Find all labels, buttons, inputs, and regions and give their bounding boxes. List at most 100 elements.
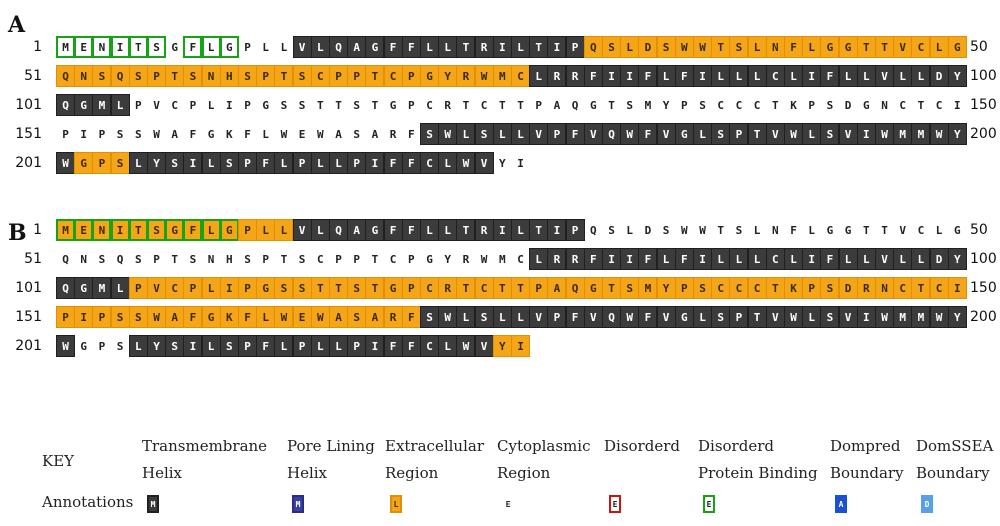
row-start-number: 51 <box>24 68 42 84</box>
residue-cell: L <box>893 65 913 87</box>
residue-cell: T <box>917 98 925 112</box>
residue-cell: F <box>256 335 276 357</box>
residue-cell: L <box>856 248 876 270</box>
residue-cell: Q <box>602 306 621 328</box>
key-item-line2: Region <box>385 464 439 482</box>
residue-cell: S <box>219 152 239 174</box>
residue-cell: G <box>389 98 397 112</box>
residue-cell: G <box>207 127 215 141</box>
residue-cell: C <box>420 152 439 174</box>
residue-cell: Q <box>602 123 621 145</box>
residue-cell: W <box>56 335 75 357</box>
residue-cell: R <box>474 219 494 241</box>
residue-cell: T <box>371 98 379 112</box>
residue-cell: L <box>711 65 731 87</box>
residue-cell: M <box>911 123 931 145</box>
residue-cell: G <box>171 40 178 54</box>
residue-cell: P <box>335 252 342 266</box>
residue-cell: G <box>420 65 439 87</box>
residue-cell: W <box>456 152 476 174</box>
residue-cell: Y <box>444 252 451 266</box>
residue-cell: L <box>262 127 269 141</box>
residue-cell: I <box>693 248 712 270</box>
residue-cell: T <box>856 36 876 58</box>
key-swatch: D <box>921 495 933 513</box>
residue-cell: G <box>674 306 694 328</box>
residue-cell: P <box>674 277 694 299</box>
residue-cell: S <box>274 277 294 299</box>
row-end-number: 200 <box>970 309 997 325</box>
residue-cell: L <box>529 248 549 270</box>
residue-cell: F <box>183 36 203 58</box>
residue-cell: L <box>747 65 767 87</box>
residue-cell: K <box>784 277 803 299</box>
residue-cell: L <box>711 248 731 270</box>
key-swatch: L <box>390 495 402 513</box>
residue-cell: R <box>547 248 567 270</box>
residue-cell: P <box>329 65 348 87</box>
residue-cell: W <box>680 223 688 237</box>
residue-cell: I <box>492 219 512 241</box>
residue-cell: S <box>116 339 124 353</box>
residue-cell: C <box>383 65 403 87</box>
residue-cell: V <box>765 123 785 145</box>
residue-cell: L <box>784 248 803 270</box>
residue-cell: P <box>353 252 360 266</box>
residue-cell: I <box>620 65 640 87</box>
residue-cell: C <box>929 277 949 299</box>
residue-cell: F <box>784 36 803 58</box>
residue-cell: P <box>244 98 251 112</box>
residue-cell: L <box>693 123 712 145</box>
residue-cell: G <box>826 223 834 237</box>
residue-cell: M <box>56 219 75 241</box>
panel-label-a: A <box>8 12 26 38</box>
residue-cell: S <box>165 152 185 174</box>
residue-cell: P <box>529 277 549 299</box>
residue-cell: R <box>474 36 494 58</box>
key-swatch: E <box>703 495 715 513</box>
residue-cell: Y <box>498 156 506 170</box>
residue-cell: T <box>911 277 931 299</box>
residue-cell: Q <box>56 65 75 87</box>
residue-cell: L <box>656 248 676 270</box>
residue-cell: T <box>492 277 512 299</box>
key-item-label: Pore Lining Helix <box>287 433 375 487</box>
residue-cell: W <box>784 123 803 145</box>
residue-cell: A <box>553 98 561 112</box>
residue-cell: L <box>310 36 330 58</box>
residue-cell: I <box>856 123 876 145</box>
key-item-line2: Helix <box>142 464 183 482</box>
residue-cell: P <box>401 277 421 299</box>
residue-cell: S <box>134 252 142 266</box>
residue-cell: S <box>147 36 166 58</box>
key-swatch: M <box>292 495 304 513</box>
residue-cell: W <box>620 123 640 145</box>
residue-cell: T <box>747 306 767 328</box>
residue-cell: P <box>729 306 749 328</box>
residue-cell: A <box>165 306 185 328</box>
residue-cell: P <box>56 306 75 328</box>
residue-cell: L <box>274 152 294 174</box>
residue-cell: S <box>347 277 367 299</box>
residue-cell: N <box>771 223 779 237</box>
residue-cell: I <box>110 36 130 58</box>
residue-cell: L <box>620 36 640 58</box>
row-start-number: 1 <box>33 222 42 238</box>
residue-cell: L <box>729 248 749 270</box>
residue-cell: T <box>365 65 385 87</box>
residue-cell: Y <box>662 98 670 112</box>
residue-cell: W <box>620 306 640 328</box>
residue-cell: S <box>474 123 494 145</box>
residue-cell: V <box>153 98 160 112</box>
residue-cell: T <box>316 98 324 112</box>
residue-cell: P <box>292 152 312 174</box>
residue-cell: F <box>383 219 403 241</box>
residue-cell: Q <box>329 36 348 58</box>
residue-cell: F <box>638 123 658 145</box>
key-item-line1: Extracellular <box>385 437 484 455</box>
residue-cell: S <box>128 306 148 328</box>
residue-cell: T <box>765 277 785 299</box>
residue-cell: F <box>565 306 585 328</box>
residue-cell: C <box>765 65 785 87</box>
residue-cell: L <box>438 152 458 174</box>
